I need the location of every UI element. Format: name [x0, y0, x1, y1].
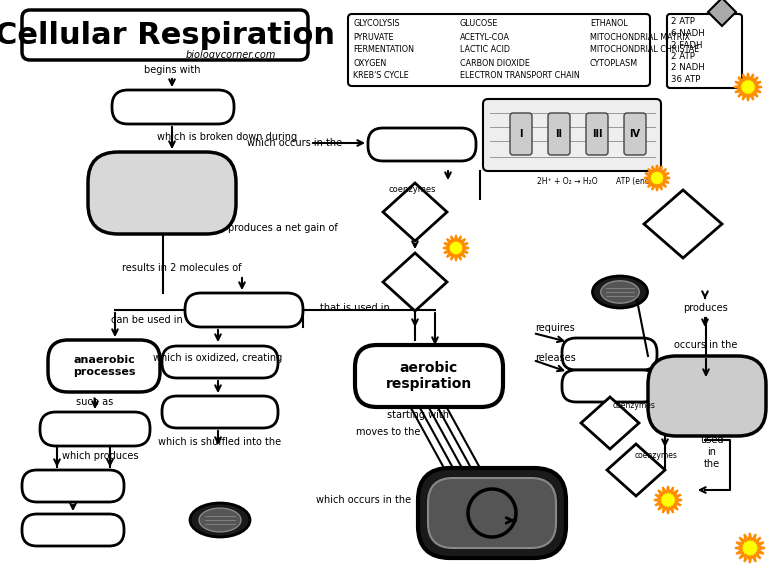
Polygon shape: [654, 486, 682, 514]
Text: can be used in: can be used in: [111, 315, 183, 325]
Text: 36 ATP: 36 ATP: [671, 75, 700, 84]
FancyBboxPatch shape: [562, 338, 657, 370]
Text: OXYGEN: OXYGEN: [353, 59, 386, 67]
Polygon shape: [708, 0, 736, 26]
Text: that is used in: that is used in: [320, 303, 389, 313]
Text: Cellular Respiration: Cellular Respiration: [0, 20, 335, 49]
Polygon shape: [644, 190, 722, 258]
Text: GLYCOLYSIS: GLYCOLYSIS: [353, 20, 399, 28]
Ellipse shape: [190, 503, 250, 537]
Text: 2H⁺ + O₂ → H₂O: 2H⁺ + O₂ → H₂O: [537, 177, 598, 187]
Text: produces a net gain of: produces a net gain of: [228, 223, 338, 233]
Polygon shape: [734, 73, 762, 101]
Ellipse shape: [592, 276, 647, 308]
Text: LACTIC ACID: LACTIC ACID: [460, 45, 510, 55]
FancyBboxPatch shape: [562, 370, 657, 402]
Text: PYRUVATE: PYRUVATE: [353, 32, 393, 42]
Text: KREB'S CYCLE: KREB'S CYCLE: [353, 71, 409, 81]
Text: 2 ATP: 2 ATP: [671, 17, 695, 27]
Text: releases: releases: [535, 353, 576, 363]
Text: anaerobic
processes: anaerobic processes: [73, 355, 135, 377]
Text: moves to the: moves to the: [356, 427, 420, 437]
FancyBboxPatch shape: [510, 113, 532, 155]
FancyBboxPatch shape: [22, 514, 124, 546]
FancyBboxPatch shape: [112, 90, 234, 124]
Text: such as: such as: [76, 397, 114, 407]
FancyBboxPatch shape: [88, 152, 236, 234]
Polygon shape: [735, 533, 765, 563]
FancyBboxPatch shape: [648, 356, 766, 436]
Text: ACETYL-COA: ACETYL-COA: [460, 32, 510, 42]
Ellipse shape: [601, 281, 639, 303]
Polygon shape: [607, 444, 665, 496]
Text: 6 NADH: 6 NADH: [671, 29, 705, 38]
Text: used
in
the: used in the: [700, 436, 723, 469]
Text: aerobic
respiration: aerobic respiration: [386, 361, 472, 391]
Text: ETHANOL: ETHANOL: [590, 20, 627, 28]
FancyBboxPatch shape: [48, 340, 160, 392]
FancyBboxPatch shape: [428, 478, 556, 548]
Text: occurs in the: occurs in the: [674, 340, 738, 350]
Text: 2 ATP: 2 ATP: [671, 52, 695, 61]
Text: coenzymes: coenzymes: [634, 451, 677, 459]
FancyBboxPatch shape: [355, 345, 503, 407]
Text: II: II: [555, 129, 562, 139]
FancyBboxPatch shape: [483, 99, 661, 171]
FancyBboxPatch shape: [162, 396, 278, 428]
Text: MITOCHONDRIAL MATRIX: MITOCHONDRIAL MATRIX: [590, 32, 690, 42]
Text: results in 2 molecules of: results in 2 molecules of: [123, 263, 242, 273]
FancyBboxPatch shape: [40, 412, 150, 446]
Text: MITOCHONDRIAL CHRISTAE: MITOCHONDRIAL CHRISTAE: [590, 45, 699, 55]
FancyBboxPatch shape: [368, 128, 476, 161]
FancyBboxPatch shape: [548, 113, 570, 155]
Text: biologycorner.com: biologycorner.com: [186, 50, 276, 60]
Text: CARBON DIOXIDE: CARBON DIOXIDE: [460, 59, 530, 67]
Text: 2 FADH: 2 FADH: [671, 41, 703, 49]
Text: ATP (energ: ATP (energ: [616, 177, 657, 187]
Text: which occurs in the: which occurs in the: [247, 138, 342, 148]
Text: which produces: which produces: [62, 451, 138, 461]
Text: which is broken down during: which is broken down during: [157, 132, 297, 142]
Text: I: I: [519, 129, 523, 139]
Text: which is shuffled into the: which is shuffled into the: [158, 437, 282, 447]
Text: which is oxidized, creating: which is oxidized, creating: [154, 353, 283, 363]
Ellipse shape: [199, 508, 241, 532]
Polygon shape: [581, 397, 639, 449]
FancyBboxPatch shape: [22, 470, 124, 502]
Text: ELECTRON TRANSPORT CHAIN: ELECTRON TRANSPORT CHAIN: [460, 71, 580, 81]
Polygon shape: [443, 235, 469, 261]
FancyBboxPatch shape: [348, 14, 650, 86]
FancyBboxPatch shape: [185, 293, 303, 327]
Text: CYTOPLASM: CYTOPLASM: [590, 59, 638, 67]
Polygon shape: [644, 165, 670, 191]
FancyBboxPatch shape: [586, 113, 608, 155]
Text: requires: requires: [535, 323, 574, 333]
Text: coenzymes: coenzymes: [613, 401, 655, 411]
FancyBboxPatch shape: [624, 113, 646, 155]
FancyBboxPatch shape: [22, 10, 308, 60]
Text: begins with: begins with: [144, 65, 200, 75]
Text: 2 NADH: 2 NADH: [671, 63, 705, 72]
Text: which occurs in the: which occurs in the: [316, 495, 411, 505]
Polygon shape: [383, 183, 447, 241]
Text: III: III: [592, 129, 602, 139]
Polygon shape: [383, 253, 447, 311]
Text: produces: produces: [683, 303, 727, 313]
FancyBboxPatch shape: [162, 346, 278, 378]
Text: FERMENTATION: FERMENTATION: [353, 45, 414, 55]
Text: starting with: starting with: [387, 410, 449, 420]
Text: IV: IV: [630, 129, 641, 139]
FancyBboxPatch shape: [667, 14, 742, 88]
Text: coenzymes: coenzymes: [389, 186, 435, 194]
Text: GLUCOSE: GLUCOSE: [460, 20, 498, 28]
FancyBboxPatch shape: [418, 468, 566, 558]
